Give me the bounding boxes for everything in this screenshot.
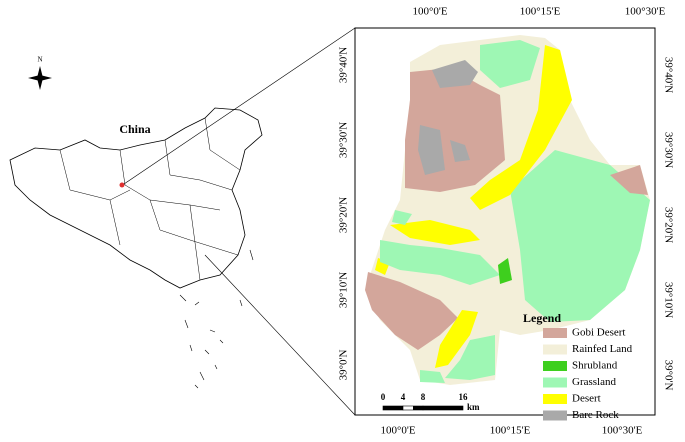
scale-unit: km [467,402,480,412]
north-label: N [37,56,42,64]
islands [179,249,254,389]
scale-segment [413,406,423,410]
legend-label: Grassland [572,376,616,388]
inset-label: China [119,122,150,136]
legend-swatch [543,377,567,388]
province-lines [59,117,241,281]
legend-label: Shrubland [572,360,618,372]
latitude-label: 39°30'N [662,132,674,168]
legend: Legend Gobi Desert Rainfed Land Shrubland G… [523,311,633,421]
scale-tick-label: 8 [421,392,426,402]
leader-line [123,27,356,185]
legend-label: Gobi Desert [572,327,625,339]
leader-line [204,254,356,416]
legend-label: Desert [572,393,601,405]
legend-label: Rainfed Land [572,343,633,355]
coordinate-labels: 100°0'E 100°15'E 100°30'E 100°0'E 100°15'E 10… [338,6,675,437]
study-area-marker [119,182,125,188]
scale-segment [422,405,464,411]
legend-swatch [543,328,567,338]
scale-tick-label: 16 [459,392,469,402]
latitude-label: 39°10'N [662,282,674,318]
scale-tick-label: 0 [381,392,386,402]
latitude-label: 39°0'N [338,350,350,381]
longitude-label: 100°15'E [520,6,561,18]
longitude-label: 100°30'E [625,6,666,18]
legend-swatch [543,410,567,421]
land-cover [365,35,650,385]
scale-tick-label: 4 [401,392,406,402]
legend-swatch [543,361,567,371]
latitude-label: 39°20'N [662,207,674,243]
legend-title: Legend [523,311,561,325]
legend-label: Bare Rock [572,409,619,421]
latitude-label: 39°20'N [338,197,350,233]
north-arrow: N [28,56,52,90]
latitude-label: 39°40'N [338,47,350,83]
legend-swatch [543,344,567,355]
longitude-label: 100°30'E [602,425,643,437]
latitude-label: 39°0'N [662,360,674,391]
latitude-label: 39°10'N [338,272,350,308]
latitude-label: 39°30'N [338,122,350,158]
longitude-label: 100°0'E [412,6,447,18]
longitude-label: 100°15'E [490,425,531,437]
latitude-label: 39°40'N [662,57,674,93]
legend-swatch [543,394,567,404]
longitude-label: 100°0'E [380,425,415,437]
scale-segment [382,405,404,411]
